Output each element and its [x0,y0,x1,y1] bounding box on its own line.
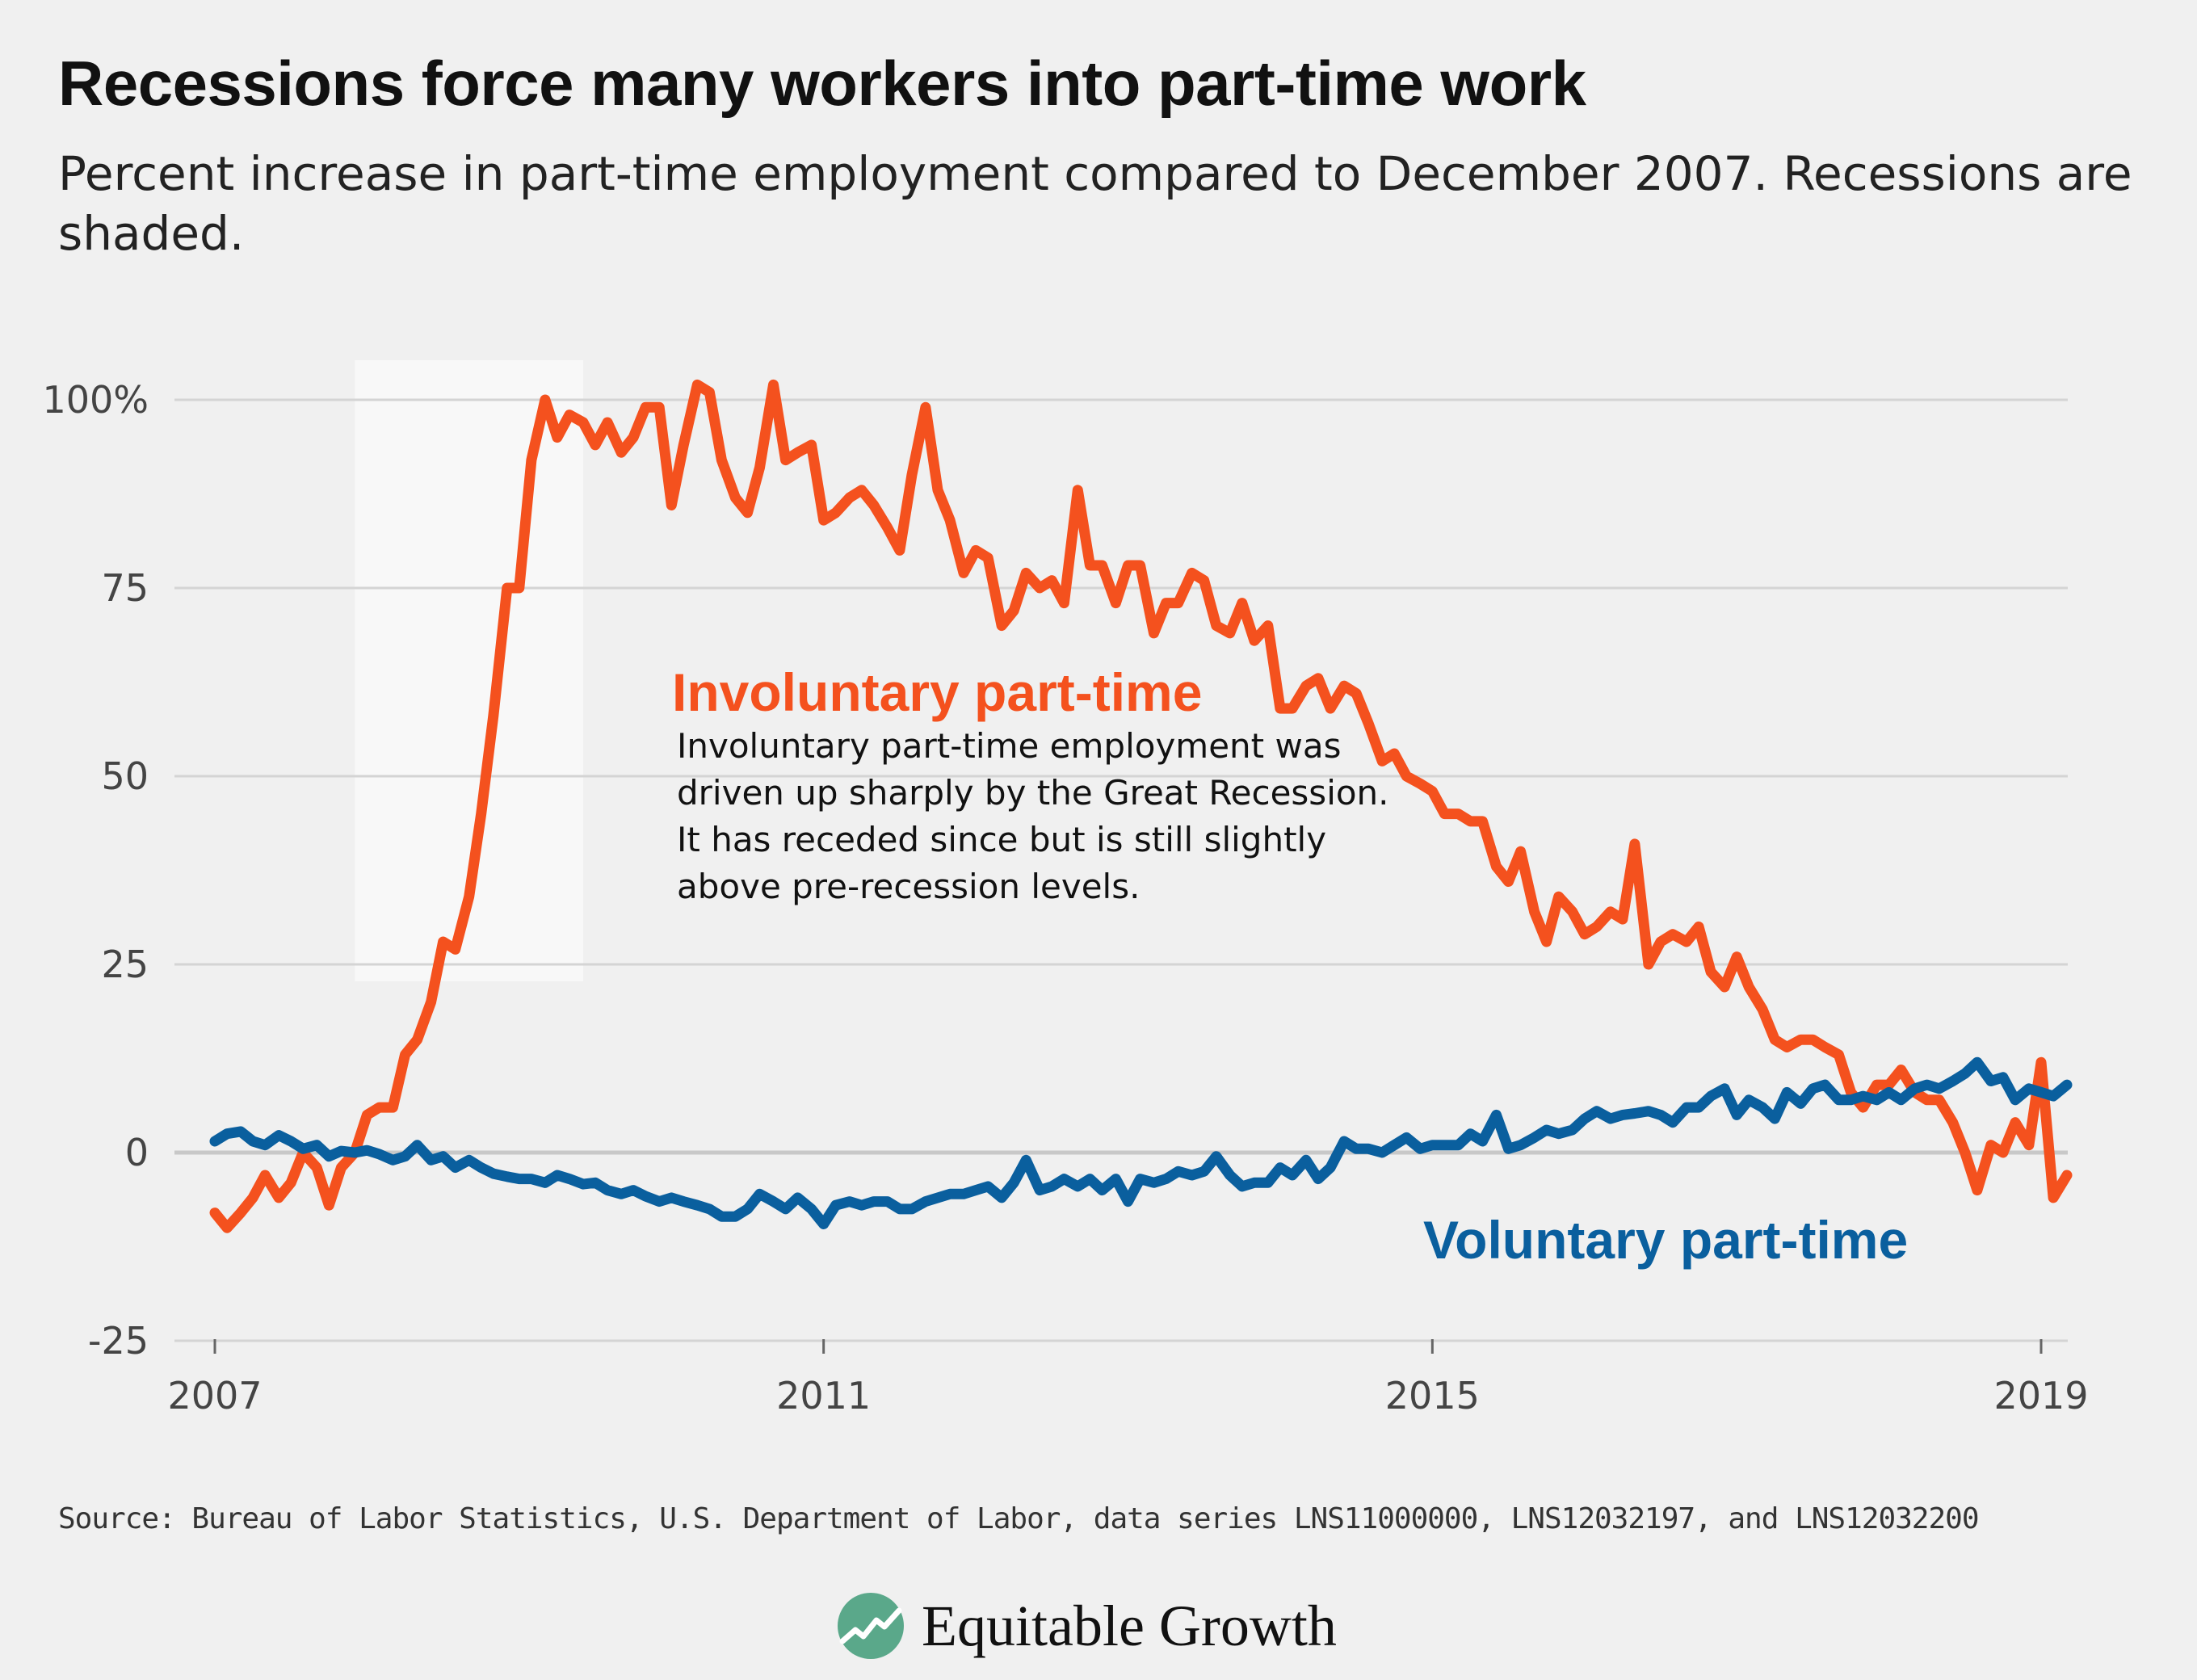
series-layer [209,379,2073,1233]
x-tick-label: 2007 [167,1374,262,1418]
brand-logo[interactable]: Equitable Growth [836,1590,1337,1662]
annotation-line: Involuntary part-time employment was [677,726,1341,766]
voluntary-series-label: Voluntary part-time [1423,1210,1908,1270]
y-tick-label: 25 [101,943,149,986]
chart: -25 0 25 50 75 100% 2007 2011 2015 2019 Involunt… [42,378,2089,1418]
annotation-note: Involuntary part-time employment was driv… [677,726,1389,906]
involuntary-series-line [209,379,2073,1233]
x-axis: 2007 2011 2015 2019 [167,1339,2089,1418]
x-tick-label: 2011 [776,1374,871,1418]
brand-name: Equitable Growth [922,1593,1337,1658]
involuntary-series-label: Involuntary part-time [672,662,1202,722]
chart-subtitle: Percent increase in part-time employment… [58,146,2132,261]
x-tick-label: 2015 [1385,1374,1480,1418]
chart-title: Recessions force many workers into part-… [58,48,1586,119]
voluntary-series-line [209,1056,2073,1229]
y-tick-label: 0 [125,1131,149,1174]
source-note: Source: Bureau of Labor Statistics, U.S.… [58,1502,1979,1535]
annotation-line: driven up sharply by the Great Recession… [677,773,1389,813]
x-tick-label: 2019 [1993,1374,2088,1418]
annotation-line: above pre-recession levels. [677,867,1140,906]
y-tick-label: 100% [42,378,149,422]
y-tick-labels: -25 0 25 50 75 100% [42,378,149,1363]
annotation-line: It has receded since but is still slight… [677,820,1326,859]
y-tick-label: 75 [101,566,149,610]
equitable-growth-logo-icon [838,1593,904,1659]
y-tick-label: -25 [88,1319,149,1363]
y-tick-label: 50 [101,754,149,798]
